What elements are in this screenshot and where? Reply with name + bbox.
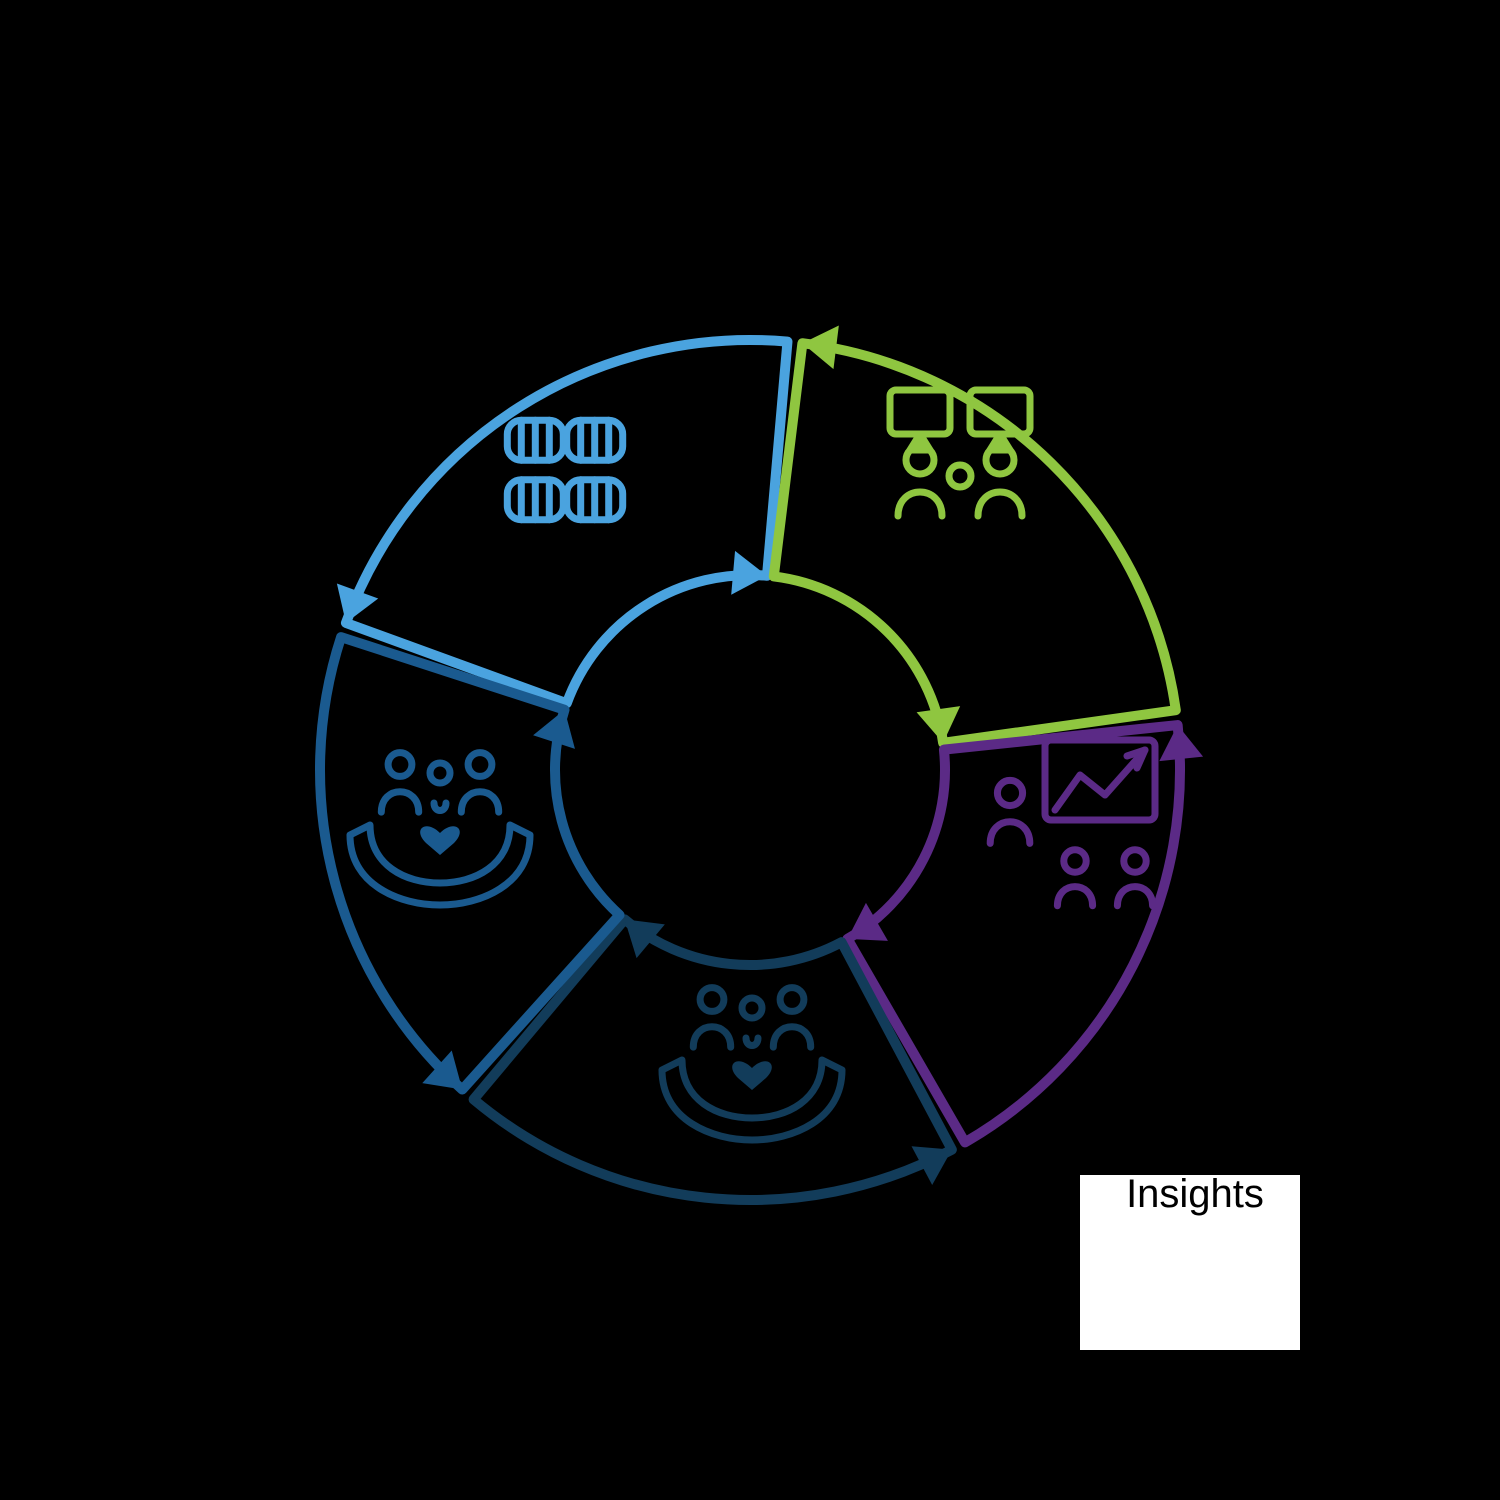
arrowhead-icon — [731, 551, 767, 595]
label-line2: Management — [580, 1316, 920, 1362]
diagram-stage: PCP CareCoordinationMemberEngagementClin… — [0, 0, 1500, 1500]
label-line2: Insights — [1025, 1171, 1365, 1217]
segment-population-management — [320, 637, 620, 1089]
arrowhead-icon — [802, 326, 838, 370]
label-line2: Management — [148, 1131, 488, 1177]
segment-outline-population-management — [320, 637, 620, 1089]
label-line1: Population — [148, 1085, 488, 1131]
label-population-management: PopulationManagement — [148, 1085, 488, 1177]
label-care-management: CareManagement — [580, 1270, 920, 1362]
label-line2: Coordination — [185, 241, 525, 287]
segment-outline-care-coordination — [346, 340, 788, 703]
segment-clinical-insights — [848, 725, 1204, 1142]
segment-outline-clinical-insights — [848, 725, 1181, 1142]
hands-family-icon — [350, 753, 530, 905]
label-line2: Engagement — [980, 241, 1320, 287]
label-member-engagement: MemberEngagement — [980, 195, 1320, 287]
segment-member-engagement — [774, 326, 1176, 743]
label-line1: Care — [185, 195, 525, 241]
center-label: PCP — [680, 735, 820, 802]
segment-outline-member-engagement — [774, 343, 1176, 743]
chart-people-icon — [990, 740, 1155, 906]
label-line1: Care — [580, 1270, 920, 1316]
label-clinical-insights: ClinicalInsights — [1025, 1125, 1365, 1217]
segment-care-management — [474, 919, 952, 1200]
label-line1: Clinical — [1025, 1125, 1365, 1171]
segment-outline-care-management — [474, 919, 952, 1200]
label-care-coordination: CareCoordination — [185, 195, 525, 287]
family-hand-icon — [662, 988, 842, 1140]
hands-joined-icon — [507, 420, 622, 519]
people-dialog-icon — [890, 390, 1030, 516]
label-line1: Member — [980, 195, 1320, 241]
segment-care-coordination — [337, 340, 788, 703]
